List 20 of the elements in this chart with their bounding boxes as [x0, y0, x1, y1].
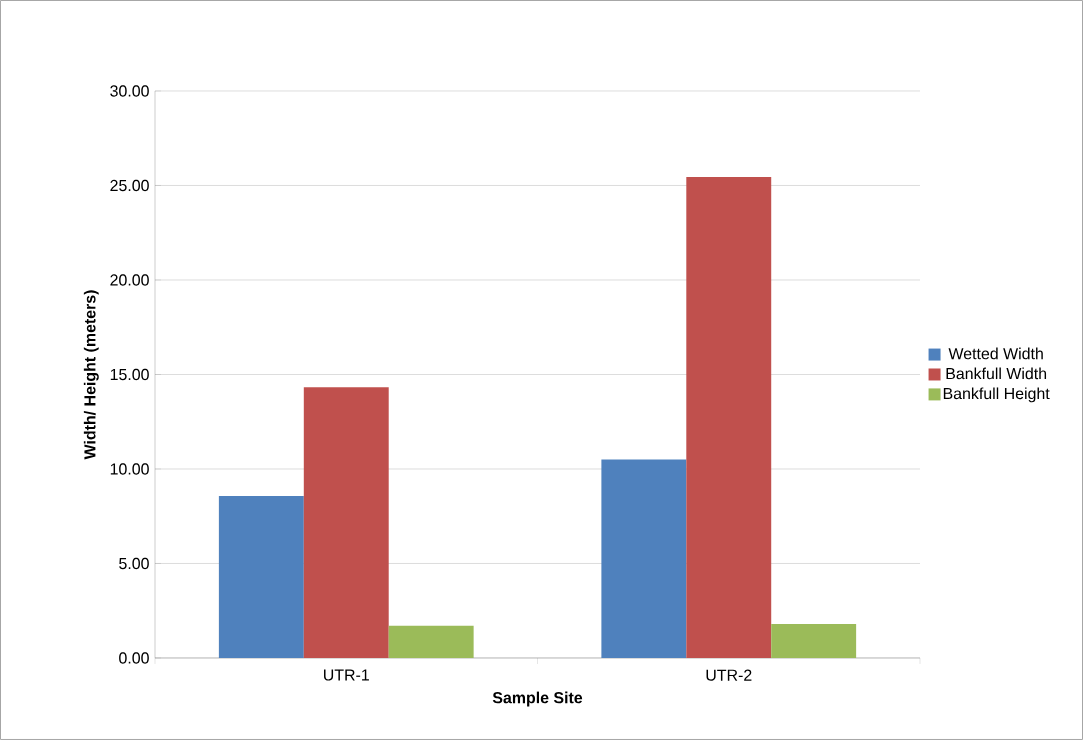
bar [686, 176, 772, 658]
bar [601, 459, 687, 658]
y-tick-label: 0.00 [119, 652, 149, 664]
x-axis-title: Sample Site [492, 691, 583, 707]
y-tick-label: 5.00 [119, 557, 149, 570]
bar [388, 625, 474, 658]
bar [303, 387, 389, 658]
bar [218, 496, 304, 658]
y-tick-label: 15.00 [110, 368, 149, 381]
y-tick-label: 30.00 [110, 85, 149, 97]
bar [771, 623, 857, 658]
y-tick-label: 25.00 [110, 179, 149, 192]
x-tick-label: UTR-1 [324, 669, 369, 681]
y-axis-title: Width/ Height (meters) [83, 290, 99, 460]
legend-label: Bankfull Height [943, 387, 1050, 403]
x-tick-label: UTR-2 [706, 669, 752, 681]
y-tick-label: 10.00 [110, 463, 149, 475]
y-tick-label: 20.00 [110, 274, 149, 286]
legend-label: Wetted Width [948, 347, 1043, 360]
legend-label: Bankfull Width [946, 367, 1047, 380]
